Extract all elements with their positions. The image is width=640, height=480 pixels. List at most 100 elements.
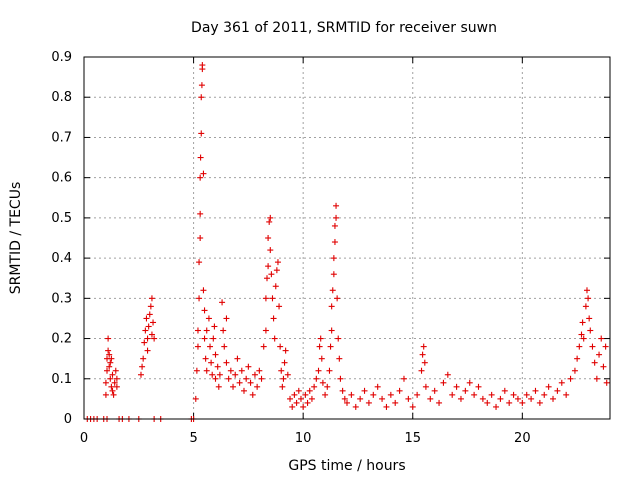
data-point — [278, 367, 285, 374]
y-tick-label: 0.8 — [51, 90, 72, 105]
data-point — [344, 399, 350, 406]
data-point — [112, 367, 119, 374]
data-point — [506, 399, 513, 406]
data-point — [227, 367, 234, 374]
data-point — [576, 343, 583, 350]
data-point — [205, 315, 212, 322]
data-point — [200, 170, 207, 177]
data-point — [221, 343, 228, 350]
data-point — [223, 315, 230, 322]
x-tick-label: 5 — [189, 431, 197, 446]
data-point — [272, 283, 279, 290]
data-point — [466, 379, 473, 386]
data-point — [106, 363, 113, 370]
data-point — [219, 299, 226, 306]
y-tick-label: 0.5 — [51, 211, 72, 226]
data-point — [311, 383, 318, 390]
data-point — [150, 319, 157, 326]
data-point — [200, 287, 207, 294]
data-point — [545, 383, 552, 390]
data-point — [523, 391, 530, 398]
data-point — [414, 391, 421, 398]
data-point — [194, 327, 201, 334]
data-point — [209, 371, 216, 378]
data-point — [111, 379, 118, 386]
data-points — [84, 62, 610, 422]
data-point — [514, 395, 521, 402]
data-point — [475, 383, 482, 390]
data-point — [108, 383, 115, 390]
data-point — [383, 403, 390, 410]
data-point — [328, 303, 335, 310]
chart-title: Day 361 of 2011, SRMTID for receiver suw… — [191, 20, 497, 36]
data-point — [322, 391, 329, 398]
data-point — [274, 259, 281, 266]
data-point — [281, 359, 288, 366]
data-point — [493, 403, 500, 410]
data-point — [289, 403, 296, 410]
data-point — [216, 371, 223, 378]
data-point — [297, 395, 304, 402]
data-point — [198, 94, 205, 101]
y-tick-label: 0.4 — [51, 251, 72, 266]
data-point — [315, 367, 322, 374]
data-point — [319, 379, 326, 386]
data-point — [596, 351, 603, 358]
data-point — [541, 391, 548, 398]
data-point — [324, 383, 331, 390]
data-point — [409, 403, 416, 410]
data-point — [287, 395, 294, 402]
data-point — [563, 391, 570, 398]
data-point — [327, 343, 334, 350]
data-point — [479, 395, 486, 402]
data-point — [282, 347, 289, 354]
data-point — [143, 315, 150, 322]
data-point — [214, 363, 221, 370]
data-point — [270, 315, 277, 322]
data-point — [519, 399, 526, 406]
data-point — [497, 395, 504, 402]
data-point — [331, 239, 338, 246]
data-point — [144, 335, 151, 342]
data-point — [585, 295, 592, 302]
data-point — [108, 355, 115, 362]
data-point — [232, 371, 239, 378]
data-point — [144, 347, 151, 354]
data-point — [266, 218, 273, 225]
data-point — [396, 387, 403, 394]
data-point — [201, 307, 208, 314]
data-point — [113, 375, 120, 382]
data-point — [462, 387, 469, 394]
data-point — [106, 351, 113, 358]
data-point — [225, 375, 232, 382]
data-point — [316, 343, 323, 350]
data-point — [317, 335, 324, 342]
data-point — [392, 399, 399, 406]
data-point — [471, 391, 478, 398]
y-tick-label: 0.6 — [51, 171, 72, 186]
data-point — [532, 387, 539, 394]
data-point — [501, 387, 508, 394]
data-point — [440, 379, 447, 386]
y-axis-label: SRMTID / TECUs — [8, 182, 24, 295]
data-point — [277, 343, 284, 350]
data-point — [318, 355, 325, 362]
data-point — [203, 327, 210, 334]
data-point — [199, 62, 206, 69]
data-point — [107, 375, 114, 382]
data-point — [586, 315, 593, 322]
data-point — [276, 303, 283, 310]
data-point — [273, 267, 280, 274]
data-point — [196, 295, 203, 302]
data-point — [105, 347, 112, 354]
data-point — [550, 395, 557, 402]
data-point — [236, 379, 243, 386]
data-point — [198, 82, 205, 89]
data-point — [140, 355, 147, 362]
data-point — [457, 395, 464, 402]
data-point — [268, 271, 275, 278]
data-point — [260, 343, 267, 350]
data-point — [267, 247, 274, 254]
data-point — [105, 335, 112, 342]
